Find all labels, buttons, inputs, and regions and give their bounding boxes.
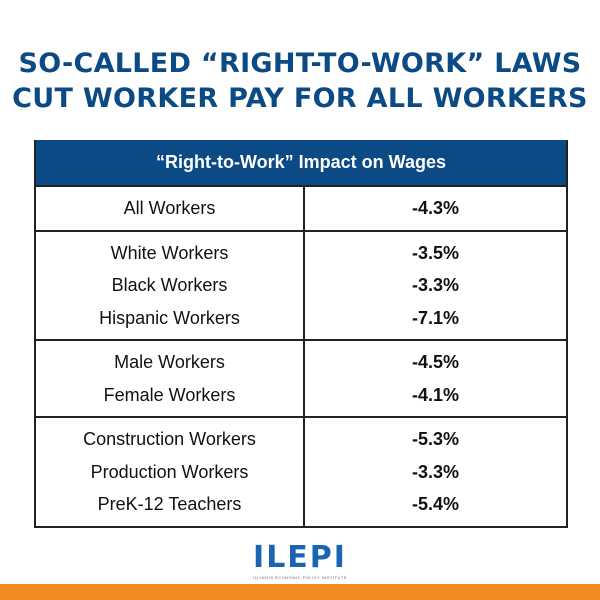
row-label: Male Workers xyxy=(114,352,225,372)
row-label: Production Workers xyxy=(90,461,249,482)
value-column: -4.3% xyxy=(305,187,566,230)
table-group: Construction Workers Production Workers Pr… xyxy=(36,418,566,526)
logo-subtitle: ILLINOIS ECONOMIC POLICY INSTITUTE xyxy=(252,575,348,580)
row-value: -3.3% xyxy=(411,275,460,295)
wage-impact-table: “Right-to-Work” Impact on Wages All Work… xyxy=(34,140,568,528)
row-label: Black Workers xyxy=(111,275,228,295)
label-column: All Workers xyxy=(36,187,305,230)
label-column: Construction Workers Production Workers Pr… xyxy=(36,418,305,526)
value-column: -5.3% -3.3% -5.4% xyxy=(305,418,566,526)
row-label: Construction Workers xyxy=(83,429,256,449)
value-column: -3.5% -3.3% -7.1% xyxy=(305,232,566,340)
row-value: -3.3% xyxy=(411,461,460,482)
logo-name: ILEPI xyxy=(253,540,347,575)
value-column: -4.5% -4.1% xyxy=(305,341,566,416)
footer-bar xyxy=(0,584,600,600)
row-value: -7.1% xyxy=(411,307,460,328)
row-value: -4.5% xyxy=(411,352,460,372)
row-label: Hispanic Workers xyxy=(99,307,240,328)
table-group: Male Workers Female Workers -4.5% -4.1% xyxy=(36,341,566,418)
table-group: White Workers Black Workers Hispanic Worke… xyxy=(36,231,566,341)
title-line-2: CUT WORKER PAY FOR ALL WORKERS xyxy=(12,83,588,114)
row-value: -5.4% xyxy=(411,494,460,514)
row-value: -4.3% xyxy=(411,198,460,218)
ilepi-logo: ILEPI ILLINOIS ECONOMIC POLICY INSTITUTE xyxy=(0,540,600,580)
label-column: White Workers Black Workers Hispanic Worke… xyxy=(36,231,305,339)
table-header: “Right-to-Work” Impact on Wages xyxy=(36,140,566,187)
label-column: Male Workers Female Workers xyxy=(36,341,305,416)
row-value: -3.5% xyxy=(411,242,460,263)
table-group: All Workers -4.3% xyxy=(36,187,566,232)
row-label: PreK-12 Teachers xyxy=(97,494,242,514)
row-label: Female Workers xyxy=(103,384,236,405)
row-value: -5.3% xyxy=(411,429,460,449)
row-value: -4.1% xyxy=(411,384,460,405)
title-line-1: SO-CALLED “RIGHT-TO-WORK” LAWS xyxy=(18,48,582,79)
row-label: White Workers xyxy=(110,242,229,263)
page-title: SO-CALLED “RIGHT-TO-WORK” LAWS CUT WORKE… xyxy=(0,46,600,116)
row-label: All Workers xyxy=(123,198,216,218)
